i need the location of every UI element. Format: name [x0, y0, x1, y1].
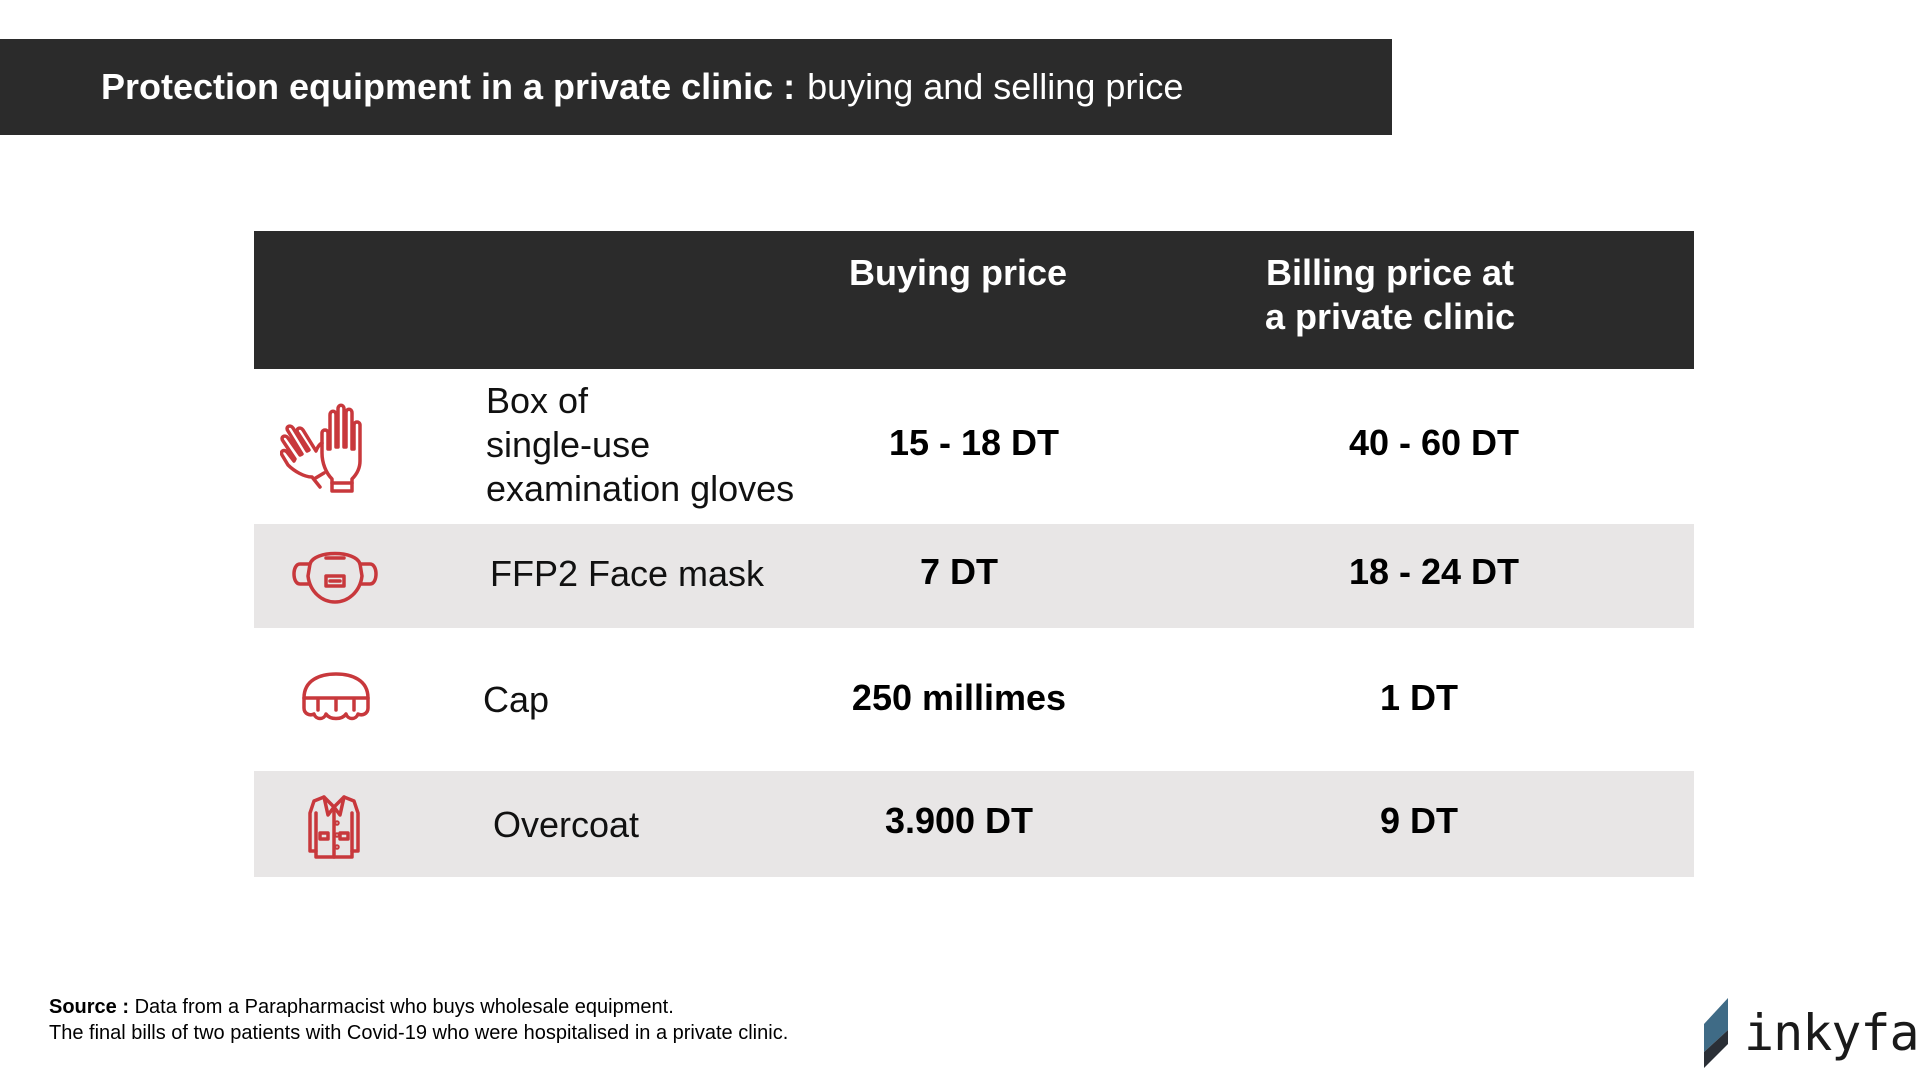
source-text-2: The final bills of two patients with Cov…: [49, 1022, 789, 1044]
billing-price: 18 - 24 DT: [1348, 551, 1520, 592]
table-row: Box of single-use examination gloves 15 …: [254, 369, 1694, 524]
source-text-1: Data from a Parapharmacist who buys whol…: [134, 996, 674, 1018]
billing-price: 40 - 60 DT: [1348, 422, 1520, 463]
row-label-line: Box of: [486, 380, 589, 421]
inkyfada-logo-mark-icon: [1704, 998, 1728, 1068]
row-label-line: examination gloves: [486, 468, 795, 509]
billing-price: 9 DT: [1379, 800, 1458, 841]
cap-icon: [300, 670, 372, 731]
inkyfada-logo: inkyfada: [1704, 998, 1920, 1068]
row-label-line: single-use: [486, 424, 651, 465]
buying-price: 15 - 18 DT: [888, 422, 1060, 463]
face-mask-icon: [290, 546, 380, 609]
title-bold: Protection equipment in a private clinic…: [101, 66, 796, 107]
source-note: Source : Data from a Parapharmacist who …: [49, 994, 788, 1046]
buying-price: 250 millimes: [851, 677, 1067, 718]
row-label: Box of single-use examination gloves: [486, 379, 794, 511]
column-header-buying: Buying price: [823, 251, 1093, 295]
overcoat-icon: [306, 793, 362, 864]
title-bar: Protection equipment in a private clinic…: [0, 39, 1392, 135]
table-header: Buying price Billing price at a private …: [254, 231, 1694, 369]
table-row: Overcoat 3.900 DT 9 DT: [254, 771, 1694, 877]
gloves-icon: [279, 403, 384, 500]
column-header-billing-line-1: Billing price at: [1265, 252, 1515, 293]
column-header-buying-line: Buying price: [848, 252, 1068, 293]
table-row: Cap 250 millimes 1 DT: [254, 628, 1694, 771]
price-table: Buying price Billing price at a private …: [254, 231, 1694, 877]
billing-price: 1 DT: [1379, 677, 1458, 718]
row-label: Cap: [483, 679, 550, 720]
row-label: Overcoat: [493, 804, 640, 845]
logo-text: inkyfada: [1744, 1004, 1920, 1062]
row-label: FFP2 Face mask: [490, 553, 765, 594]
source-line-1: Source : Data from a Parapharmacist who …: [49, 994, 788, 1020]
column-header-billing: Billing price at a private clinic: [1230, 251, 1550, 339]
buying-price: 7 DT: [919, 551, 998, 592]
column-header-billing-line-2: a private clinic: [1264, 296, 1516, 337]
table-row: FFP2 Face mask 7 DT 18 - 24 DT: [254, 524, 1694, 628]
buying-price: 3.900 DT: [884, 800, 1034, 841]
source-label: Source :: [49, 996, 130, 1018]
title-subtitle: buying and selling price: [807, 66, 1184, 107]
